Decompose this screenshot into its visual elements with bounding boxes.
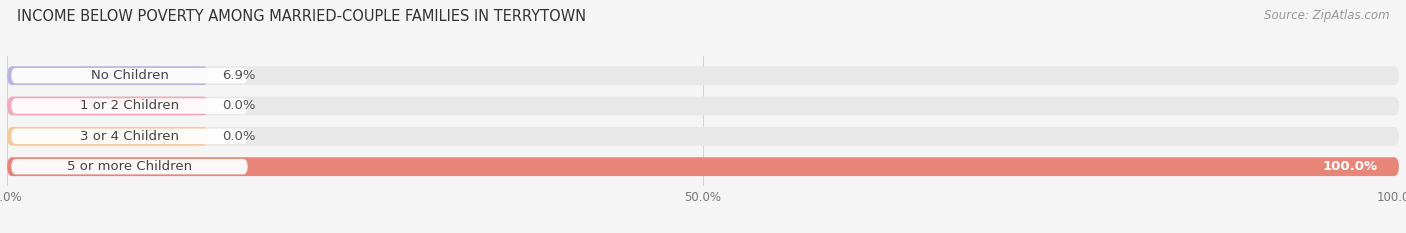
Text: Source: ZipAtlas.com: Source: ZipAtlas.com — [1264, 9, 1389, 22]
FancyBboxPatch shape — [7, 157, 1399, 176]
Text: 1 or 2 Children: 1 or 2 Children — [80, 99, 179, 113]
Text: INCOME BELOW POVERTY AMONG MARRIED-COUPLE FAMILIES IN TERRYTOWN: INCOME BELOW POVERTY AMONG MARRIED-COUPL… — [17, 9, 586, 24]
FancyBboxPatch shape — [7, 127, 208, 146]
FancyBboxPatch shape — [7, 157, 1399, 176]
FancyBboxPatch shape — [7, 66, 1399, 85]
FancyBboxPatch shape — [7, 127, 1399, 146]
Text: 6.9%: 6.9% — [222, 69, 256, 82]
Text: 3 or 4 Children: 3 or 4 Children — [80, 130, 179, 143]
FancyBboxPatch shape — [11, 129, 247, 144]
FancyBboxPatch shape — [7, 97, 208, 115]
Text: 0.0%: 0.0% — [222, 130, 256, 143]
FancyBboxPatch shape — [11, 68, 247, 83]
Text: 0.0%: 0.0% — [222, 99, 256, 113]
Text: 5 or more Children: 5 or more Children — [67, 160, 193, 173]
FancyBboxPatch shape — [11, 98, 247, 114]
FancyBboxPatch shape — [7, 97, 1399, 115]
Text: 100.0%: 100.0% — [1323, 160, 1378, 173]
FancyBboxPatch shape — [7, 66, 208, 85]
FancyBboxPatch shape — [11, 159, 247, 174]
Text: No Children: No Children — [90, 69, 169, 82]
